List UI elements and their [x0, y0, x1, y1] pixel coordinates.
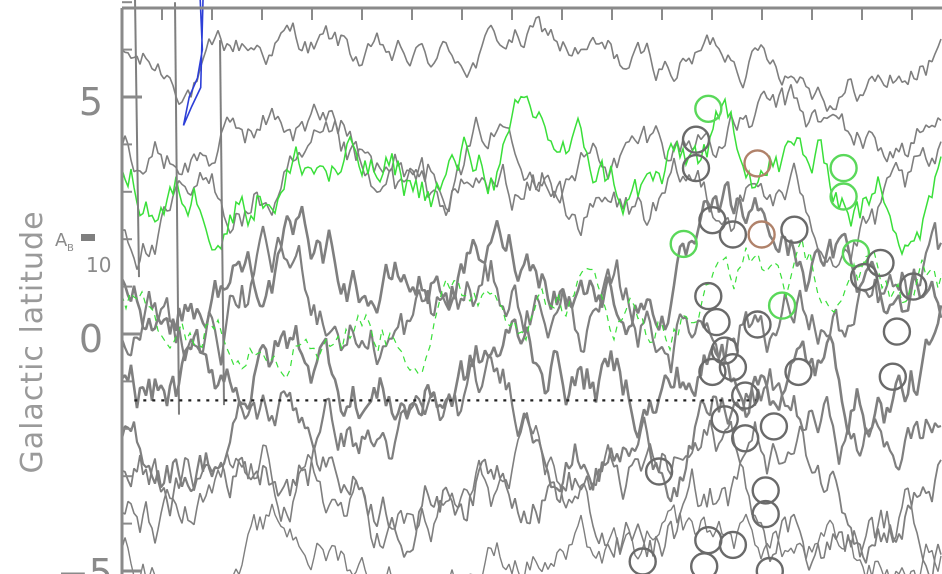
contour-line-10	[121, 503, 942, 574]
source-circle-28	[731, 424, 760, 453]
contour-legend-subscript: B	[67, 243, 74, 254]
y-tick-label-5: 5	[79, 80, 103, 124]
source-circle-1	[694, 94, 723, 124]
source-circle-27	[710, 405, 739, 434]
source-circle-8	[718, 220, 748, 249]
axes-frame	[120, 1, 942, 574]
source-circle-25	[878, 362, 907, 391]
source-circle-35	[628, 547, 657, 574]
source-circle-18	[702, 307, 731, 337]
source-circle-17	[767, 291, 797, 320]
source-circle-6	[829, 182, 858, 211]
source-circle-30	[644, 457, 674, 486]
source-circle-16	[694, 281, 723, 311]
source-circle-36	[690, 552, 719, 574]
source-circle-15	[899, 272, 928, 301]
source-circle-3	[681, 153, 711, 183]
contour-line-8	[121, 419, 942, 564]
source-circle-29	[759, 412, 789, 441]
source-circle-7	[698, 205, 727, 235]
y-tick-label-neg5: −5	[57, 551, 113, 574]
source-circle-13	[866, 248, 895, 278]
contour-legend-symbol: A	[55, 230, 68, 251]
contour-line-2	[121, 84, 942, 213]
source-circle-23	[698, 357, 727, 387]
source-circle-22	[718, 353, 748, 382]
source-circle-32	[751, 499, 780, 529]
source-circle-2	[681, 125, 711, 154]
contour-line-7	[120, 356, 942, 503]
source-circle-37	[755, 556, 784, 574]
blue-region-outline	[182, 0, 204, 126]
source-circle-34	[718, 530, 748, 560]
source-marker-layer	[628, 94, 928, 574]
source-circle-21	[710, 336, 739, 365]
y-axis-label: Galactic latitude	[15, 210, 50, 473]
extinction-contour-upper	[121, 95, 942, 257]
contour-line-1	[121, 15, 942, 112]
source-circle-31	[751, 476, 780, 505]
contour-spike-2	[219, 40, 225, 406]
contour-legend-swatch	[81, 234, 95, 241]
contour-layer	[120, 0, 942, 574]
contour-legend: A B 10	[55, 230, 111, 277]
contour-legend-value: 10	[86, 253, 111, 277]
y-tick-label-0: 0	[79, 317, 103, 361]
source-circle-4	[743, 149, 772, 178]
source-circle-26	[731, 381, 760, 410]
contour-line-6	[121, 305, 942, 439]
source-circle-20	[882, 317, 912, 346]
source-circle-5	[829, 153, 858, 183]
contour-spike-3	[134, 0, 140, 278]
contour-line-4	[120, 180, 942, 336]
source-circle-10	[747, 220, 776, 249]
extinction-contour-lower	[121, 237, 942, 380]
source-circle-9	[669, 229, 698, 259]
source-circle-24	[784, 357, 813, 387]
contour-spike-1	[174, 2, 180, 415]
source-circle-14	[849, 262, 879, 292]
source-circle-11	[780, 215, 809, 244]
contour-line-3	[121, 120, 942, 270]
source-circle-19	[743, 310, 772, 339]
